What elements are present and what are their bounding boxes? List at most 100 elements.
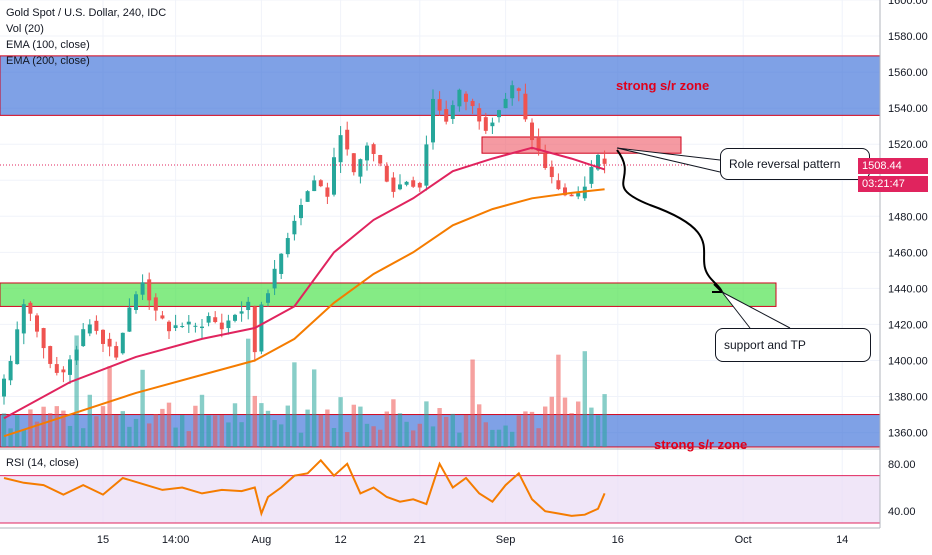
- volume-bar: [430, 426, 436, 447]
- candle-body: [167, 321, 171, 332]
- volume-bar: [120, 411, 125, 447]
- volume-bar: [127, 426, 132, 447]
- candle-body: [246, 301, 251, 311]
- volume-bar: [496, 429, 502, 447]
- volume-bar: [226, 422, 231, 447]
- candle-body: [576, 193, 581, 197]
- candle-body: [200, 326, 204, 329]
- volume-bar: [457, 432, 462, 447]
- candle-body: [15, 329, 20, 365]
- candle-body: [213, 317, 218, 323]
- volume-bar: [470, 359, 475, 447]
- volume-bar: [536, 428, 541, 447]
- volume-bar: [54, 406, 59, 447]
- candle-body: [338, 135, 343, 163]
- candle-body: [68, 359, 72, 375]
- volume-bar: [358, 406, 363, 447]
- projection-path: [616, 149, 723, 293]
- price-tick-label: 1520.00: [888, 139, 928, 151]
- candle-body: [464, 93, 468, 102]
- volume-bar: [298, 432, 304, 447]
- candle-body: [292, 220, 297, 235]
- legend-ema200[interactable]: EMA (200, close): [6, 55, 90, 67]
- time-tick-label: 14:00: [162, 534, 190, 546]
- candle-body: [417, 182, 422, 188]
- price-tick-label: 1460.00: [888, 247, 928, 259]
- volume-bar: [523, 411, 528, 447]
- volume-bar: [279, 424, 284, 447]
- ema200-line: [3, 188, 605, 438]
- candle-body: [41, 328, 46, 349]
- volume-bar: [94, 416, 99, 447]
- candle-body: [530, 122, 534, 141]
- candle-body: [21, 304, 26, 334]
- legend-rsi[interactable]: RSI (14, close): [6, 457, 79, 469]
- volume-bar: [74, 335, 79, 447]
- volume-bar: [589, 407, 594, 447]
- candle-body: [325, 187, 330, 197]
- price-tick-label: 1580.00: [888, 31, 928, 43]
- price-tick-label: 1600.00: [888, 0, 928, 7]
- current-price-badge: 1508.44: [858, 158, 928, 174]
- volume-bar: [424, 401, 429, 447]
- time-tick-label: 12: [334, 534, 346, 546]
- volume-bar: [582, 351, 587, 447]
- volume-bar: [81, 428, 86, 447]
- price-tick-label: 1480.00: [888, 211, 928, 223]
- candle-body: [35, 315, 39, 332]
- volume-bar: [325, 409, 330, 447]
- time-tick-label: 16: [612, 534, 624, 546]
- candle-body: [101, 329, 105, 344]
- candle-body: [497, 110, 501, 118]
- volume-bar: [232, 403, 238, 447]
- volume-bar: [384, 411, 389, 447]
- candle-body: [556, 180, 561, 190]
- chart-title: Gold Spot / U.S. Dollar, 240, IDC: [6, 7, 167, 19]
- candle-body: [285, 238, 290, 255]
- candle-body: [332, 157, 336, 195]
- volume-bar: [516, 415, 521, 447]
- candle-body: [140, 282, 145, 295]
- volume-bar: [483, 422, 488, 447]
- volume-bar: [437, 408, 442, 447]
- role-reversal-note[interactable]: Role reversal pattern: [720, 148, 870, 180]
- legend-ema100[interactable]: EMA (100, close): [6, 39, 90, 51]
- volume-bar: [160, 408, 165, 447]
- volume-bar: [114, 415, 119, 447]
- candle-body: [160, 315, 165, 319]
- candle-body: [180, 326, 185, 328]
- candle-body: [437, 99, 442, 111]
- candle-body: [384, 165, 389, 182]
- volume-bar: [239, 422, 244, 447]
- candle-body: [470, 100, 475, 107]
- price-tick-label: 1420.00: [888, 319, 928, 331]
- volume-bar: [510, 431, 515, 447]
- candle-body: [193, 325, 198, 327]
- candle-body: [279, 253, 284, 274]
- candle-body: [266, 293, 270, 303]
- candle-body: [114, 346, 119, 358]
- candle-body: [318, 180, 323, 187]
- candle-body: [61, 369, 66, 373]
- candle-body: [543, 153, 548, 168]
- zone-rect: [0, 282, 777, 307]
- volume-bar: [417, 423, 422, 447]
- volume-bar: [378, 429, 383, 447]
- legend-volume[interactable]: Vol (20): [6, 23, 44, 35]
- candle-body: [134, 294, 138, 311]
- support-tp-note[interactable]: support and TP: [715, 328, 871, 362]
- candle-body: [503, 98, 508, 109]
- volume-bar: [364, 423, 370, 447]
- time-tick-label: 14: [836, 534, 848, 546]
- candle-body: [305, 191, 310, 202]
- volume-bar: [1, 413, 7, 447]
- candle-body: [477, 108, 482, 122]
- candle-body: [365, 145, 369, 161]
- candle-body: [259, 304, 264, 352]
- candle-body: [107, 338, 112, 347]
- price-tick-label: 1360.00: [888, 428, 928, 440]
- support-tp-text: support and TP: [724, 338, 806, 352]
- volume-bar: [140, 369, 145, 447]
